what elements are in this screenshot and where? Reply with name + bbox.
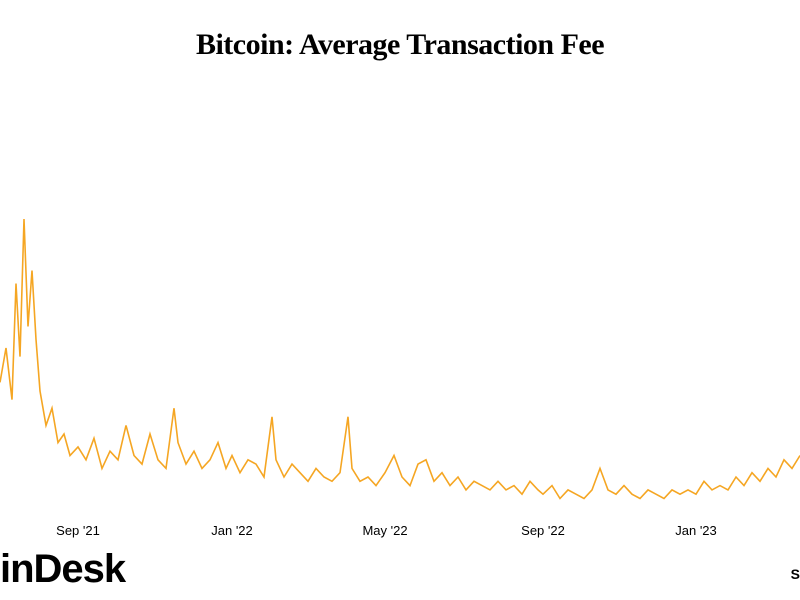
source-label: S: [791, 566, 800, 582]
x-tick-label: Sep '22: [521, 523, 565, 538]
chart-title: Bitcoin: Average Transaction Fee: [0, 28, 800, 62]
brand-logo: inDesk: [0, 547, 125, 592]
x-axis-labels: Sep '21 Jan '22 May '22 Sep '22 Jan '23: [0, 523, 800, 543]
fee-series-line: [0, 219, 800, 499]
chart-plot-area: [0, 90, 800, 520]
x-tick-label: Jan '22: [211, 523, 253, 538]
x-tick-label: Jan '23: [675, 523, 717, 538]
x-tick-label: May '22: [362, 523, 407, 538]
x-tick-label: Sep '21: [56, 523, 100, 538]
line-chart-svg: [0, 90, 800, 520]
